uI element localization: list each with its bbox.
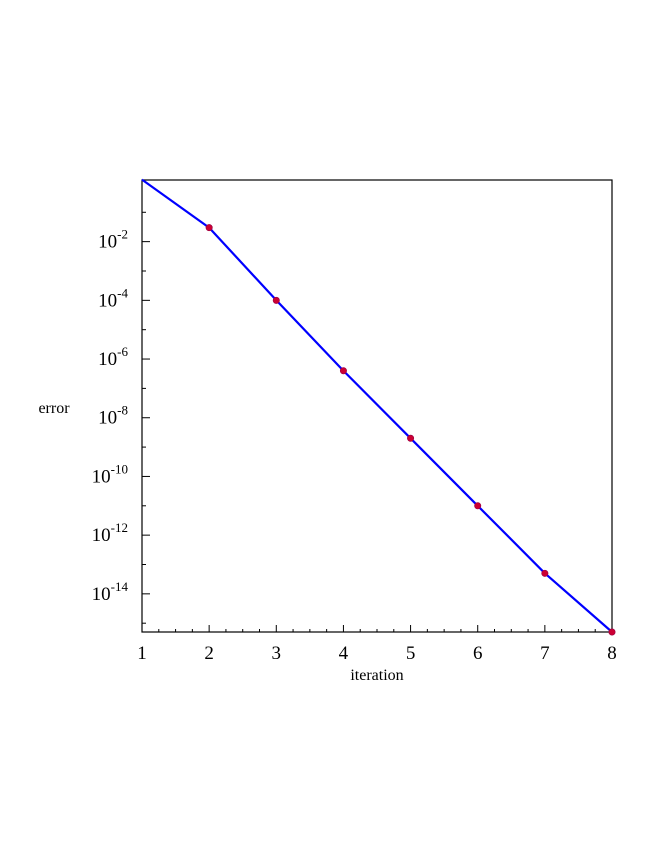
y-tick-exponent: -4: [117, 285, 128, 300]
x-tick-label: 3: [272, 643, 282, 664]
data-point: [272, 296, 280, 304]
y-tick-base: 10: [98, 232, 117, 253]
y-tick-base: 10: [98, 290, 117, 311]
x-tick-label: 2: [204, 643, 214, 664]
y-tick-label: 10-14: [92, 579, 129, 605]
x-tick-label: 7: [540, 643, 550, 664]
x-tick-label: 6: [473, 643, 483, 664]
x-tick-label: 1: [137, 643, 147, 664]
y-tick-exponent: -14: [111, 579, 129, 594]
y-tick-base: 10: [92, 525, 111, 546]
x-axis-title: iteration: [350, 667, 403, 684]
data-point: [339, 367, 347, 375]
y-tick-exponent: -2: [117, 227, 128, 242]
y-tick-base: 10: [98, 349, 117, 370]
y-tick-base: 10: [92, 584, 111, 605]
data-point: [541, 569, 549, 577]
y-tick-base: 10: [92, 466, 111, 487]
y-tick-label: 10-4: [98, 285, 128, 311]
x-tick-label: 8: [607, 643, 617, 664]
data-point: [608, 628, 616, 636]
y-tick-exponent: -12: [111, 520, 128, 535]
x-tick-label: 5: [406, 643, 416, 664]
y-tick-label: 10-12: [92, 520, 128, 546]
y-tick-label: 10-10: [92, 461, 128, 487]
y-tick-base: 10: [98, 408, 117, 429]
y-axis-title: error: [38, 400, 70, 417]
data-point: [474, 502, 482, 510]
data-point: [205, 224, 213, 232]
series-line: [141, 178, 613, 633]
y-tick-label: 10-8: [98, 403, 128, 429]
y-tick-exponent: -10: [111, 461, 128, 476]
x-tick-label: 4: [339, 643, 349, 664]
y-tick-label: 10-2: [98, 227, 128, 253]
data-point: [407, 434, 415, 442]
y-tick-label: 10-6: [98, 344, 128, 370]
y-tick-exponent: -6: [117, 344, 128, 359]
y-tick-exponent: -8: [117, 403, 128, 418]
